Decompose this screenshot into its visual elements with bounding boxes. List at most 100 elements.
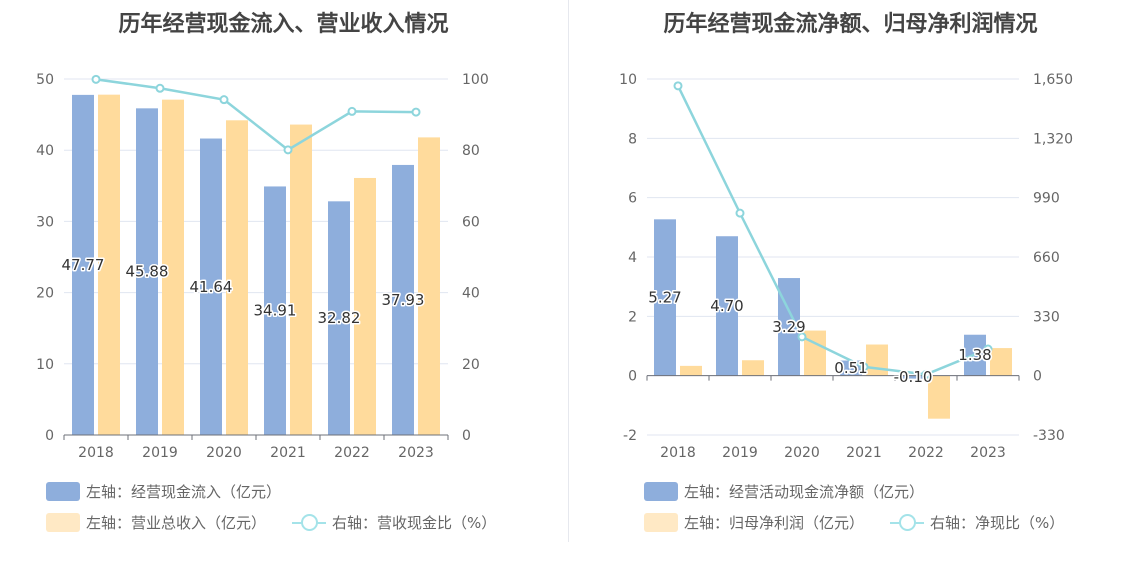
left-axis-tick-label: 10: [36, 357, 54, 373]
right-axis-tick-label: 100: [462, 72, 489, 88]
bar-secondary: [804, 330, 826, 376]
line-marker-icon: [292, 513, 326, 532]
left-axis-tick-label: 8: [628, 131, 637, 147]
legend-item-net-cashflow[interactable]: 左轴：经营活动现金流净额（亿元）: [644, 481, 924, 502]
left-axis-tick-label: 40: [36, 143, 54, 159]
right-axis-tick-label: 1,650: [1033, 72, 1073, 88]
ratio-line: [95, 78, 417, 152]
bar-secondary: [990, 348, 1012, 376]
line-marker-icon: [890, 513, 924, 532]
line-point: [347, 106, 357, 116]
right-axis-tick-label: 60: [462, 214, 480, 230]
line-point: [155, 83, 165, 93]
bar-secondary: [162, 99, 184, 435]
legend-item-cash-inflow[interactable]: 左轴：经营现金流入（亿元）: [46, 481, 281, 502]
data-label: 3.29: [772, 318, 805, 336]
right-chart-panel: 历年经营现金流净额、归母净利润情况 -2 -330 0 0 2 330 4 660 6 990 8 1…: [567, 0, 1134, 582]
data-label: 0.51: [834, 359, 867, 377]
line-point: [283, 145, 293, 155]
left-axis-tick-label: 2: [628, 309, 637, 325]
line-point: [921, 369, 931, 379]
bar-secondary: [680, 365, 702, 376]
data-label: 37.93: [382, 291, 425, 309]
right-axis-tick-label: 330: [1033, 309, 1060, 325]
category-label: 2022: [334, 445, 370, 461]
bar-swatch-icon: [644, 513, 678, 532]
bar-swatch-icon: [46, 482, 80, 501]
bar-secondary: [866, 344, 888, 376]
ratio-line: [676, 85, 989, 376]
bar-primary: [654, 219, 676, 376]
line-point: [219, 95, 229, 105]
right-axis-tick-label: 660: [1033, 250, 1060, 266]
legend-label: 左轴：营业总收入（亿元）: [86, 514, 267, 532]
right-axis-tick-label: 20: [462, 357, 480, 373]
bar-primary: [72, 94, 94, 436]
bar-primary: [264, 186, 286, 435]
legend-item-ratio[interactable]: 右轴：营收现金比（%）: [292, 512, 496, 533]
line-point: [735, 208, 745, 218]
category-label: 2022: [908, 445, 944, 461]
bar-swatch-icon: [46, 513, 80, 532]
legend-item-net-profit[interactable]: 左轴：归母净利润（亿元）: [644, 512, 864, 533]
bar-secondary: [742, 360, 764, 376]
line-point: [797, 332, 807, 342]
right-axis-tick-label: 80: [462, 143, 480, 159]
data-label: 47.77: [62, 256, 105, 274]
left-axis-tick-label: 20: [36, 286, 54, 302]
data-label: 5.27: [648, 288, 681, 306]
bar-secondary: [226, 120, 248, 436]
right-axis-tick-label: 0: [462, 428, 471, 444]
bar-primary: [136, 108, 158, 435]
bar-secondary: [418, 137, 440, 435]
bar-secondary: [354, 177, 376, 435]
category-label: 2018: [78, 445, 114, 461]
line-point: [859, 362, 869, 372]
bar-secondary: [98, 94, 120, 435]
right-axis-tick-label: 0: [1033, 369, 1042, 385]
left-chart-panel: 历年经营现金流入、营业收入情况 0 0 10 20 20 40 30 60 40 80 50 100 2…: [36, 12, 496, 533]
right-axis-tick-label: 40: [462, 286, 480, 302]
line-point: [673, 81, 683, 91]
left-axis-tick-label: 0: [628, 369, 637, 385]
line-point: [983, 344, 993, 354]
right-axis-tick-label: 990: [1033, 191, 1060, 207]
data-label: 4.70: [710, 297, 743, 315]
category-label: 2020: [784, 445, 820, 461]
data-label: 1.38: [958, 346, 991, 364]
left-axis-tick-label: 6: [628, 191, 637, 207]
legend-label: 右轴：营收现金比（%）: [332, 514, 497, 532]
legend-item-revenue[interactable]: 左轴：营业总收入（亿元）: [46, 512, 266, 533]
line-point: [411, 107, 421, 117]
chart-title: 历年经营现金流净额、归母净利润情况: [663, 12, 1038, 37]
data-label: 34.91: [254, 302, 297, 320]
bar-swatch-icon: [644, 482, 678, 501]
left-axis-tick-label: 0: [45, 428, 54, 444]
bar-secondary: [928, 375, 950, 419]
bar-primary: [716, 236, 738, 376]
bar-primary: [392, 164, 414, 435]
bar-primary: [200, 138, 222, 435]
category-label: 2023: [970, 445, 1006, 461]
right-axis-tick-label: -330: [1033, 428, 1065, 444]
data-label: -0.10: [894, 368, 933, 386]
net-cashflow-profit-chart: -2 -330 0 0 2 330 4 660 6 990 8 1,320 10 1,650 2018 201…: [619, 72, 1073, 461]
panel-divider: [568, 0, 569, 542]
bar-primary: [902, 375, 924, 379]
category-label: 2018: [660, 445, 696, 461]
legend-item-cash-ratio[interactable]: 右轴：净现比（%）: [890, 512, 1064, 533]
left-axis-tick-label: 4: [628, 250, 637, 266]
category-label: 2021: [270, 445, 306, 461]
legend-label: 左轴：经营活动现金流净额（亿元）: [684, 483, 925, 501]
category-label: 2023: [398, 445, 434, 461]
legend-label: 右轴：净现比（%）: [930, 514, 1065, 532]
category-label: 2019: [722, 445, 758, 461]
legend-label: 左轴：归母净利润（亿元）: [684, 514, 865, 532]
data-label: 45.88: [126, 263, 169, 281]
chart-title: 历年经营现金流入、营业收入情况: [118, 12, 449, 37]
left-axis-tick-label: 10: [619, 72, 637, 88]
data-label: 32.82: [318, 309, 361, 327]
category-label: 2021: [846, 445, 882, 461]
left-axis-tick-label: 30: [36, 214, 54, 230]
